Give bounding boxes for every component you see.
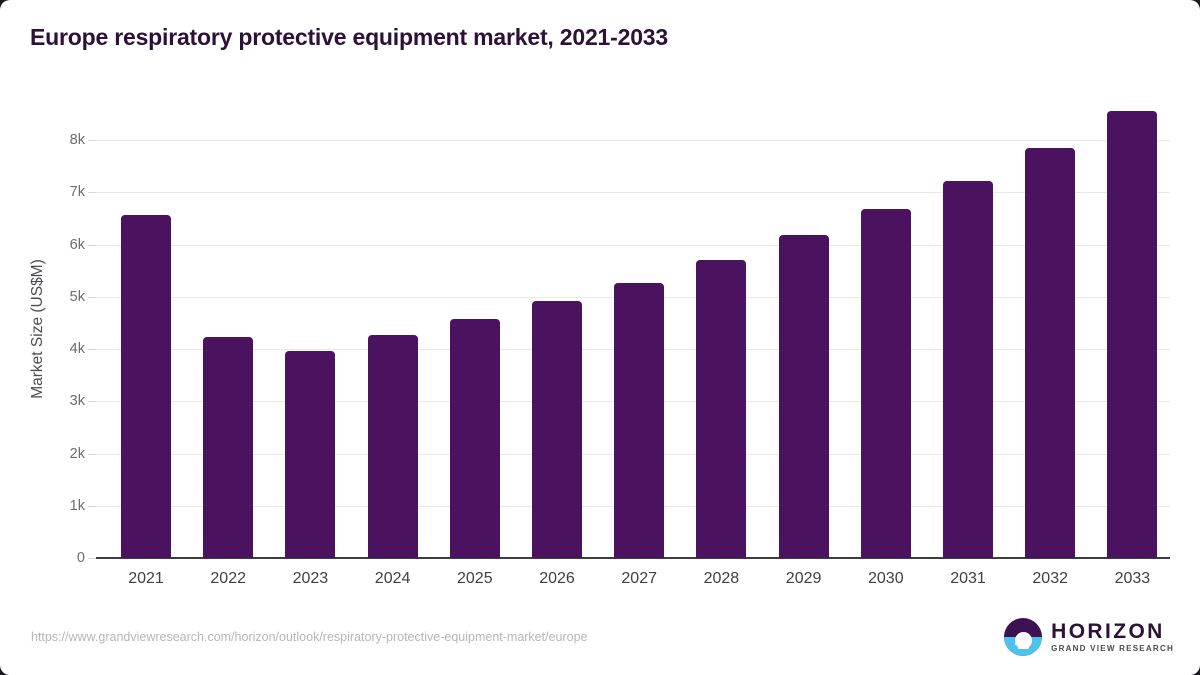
gridline xyxy=(96,140,1170,141)
source-url[interactable]: https://www.grandviewresearch.com/horizo… xyxy=(31,630,588,644)
gridline xyxy=(96,192,1170,194)
y-axis-tick-label: 2k xyxy=(69,445,85,462)
x-axis-tick-label: 2021 xyxy=(128,570,164,587)
y-tick-mark xyxy=(88,192,96,194)
x-axis-tick-label: 2032 xyxy=(1032,570,1068,587)
y-tick-mark xyxy=(88,140,96,141)
x-axis-tick-label: 2033 xyxy=(1114,570,1151,587)
bar[interactable] xyxy=(614,282,665,558)
page-title: Europe respiratory protective equipment … xyxy=(30,24,668,50)
x-axis-tick-label: 2023 xyxy=(292,570,329,587)
y-axis-tick-label: 1k xyxy=(69,497,85,514)
x-axis-tick-label: 2022 xyxy=(210,570,246,587)
logo-name: HORIZON xyxy=(1051,620,1165,643)
bar[interactable] xyxy=(203,336,254,558)
x-axis-tick-label: 2027 xyxy=(621,570,657,587)
bar[interactable] xyxy=(1107,110,1158,558)
y-axis-tick-label: 4k xyxy=(69,341,85,357)
bar[interactable] xyxy=(943,181,993,558)
bar[interactable] xyxy=(449,319,500,558)
x-axis-tick-label: 2026 xyxy=(539,570,575,587)
x-axis-line xyxy=(96,557,1170,559)
y-tick-mark xyxy=(88,244,96,246)
x-axis-tick-label: 2029 xyxy=(785,570,822,587)
x-axis-tick-label: 2028 xyxy=(703,570,740,587)
y-tick-mark xyxy=(88,558,96,559)
horizon-sunrise-icon xyxy=(1004,618,1043,656)
bar[interactable] xyxy=(696,259,747,558)
y-axis-title: Market Size (US$M) xyxy=(29,259,46,399)
bar[interactable] xyxy=(860,208,911,558)
y-axis-tick-label: 7k xyxy=(69,184,85,201)
x-axis-tick-label: 2031 xyxy=(950,570,986,587)
bar[interactable] xyxy=(1025,148,1076,558)
gridline xyxy=(96,244,1170,246)
y-axis-tick-label: 0 xyxy=(76,550,85,566)
bar[interactable] xyxy=(367,334,418,558)
horizon-logo: HORIZON GRAND VIEW RESEARCH xyxy=(1004,618,1174,656)
y-tick-mark xyxy=(88,505,96,507)
bar[interactable] xyxy=(285,351,336,558)
bar[interactable] xyxy=(121,215,171,558)
y-axis-tick-label: 3k xyxy=(69,393,85,410)
y-tick-mark xyxy=(88,401,96,403)
y-tick-mark xyxy=(88,296,96,298)
y-axis-tick-label: 8k xyxy=(69,132,85,148)
bar[interactable] xyxy=(532,301,582,558)
logo-tagline: GRAND VIEW RESEARCH xyxy=(1051,644,1174,653)
y-tick-mark xyxy=(88,349,96,350)
x-axis-tick-label: 2030 xyxy=(868,570,904,587)
x-axis-tick-label: 2025 xyxy=(457,570,493,587)
y-axis-tick-label: 5k xyxy=(69,288,85,305)
x-axis-tick-label: 2024 xyxy=(374,570,411,587)
bar[interactable] xyxy=(778,235,829,558)
y-axis-tick-label: 6k xyxy=(69,236,85,253)
y-tick-mark xyxy=(88,453,96,455)
